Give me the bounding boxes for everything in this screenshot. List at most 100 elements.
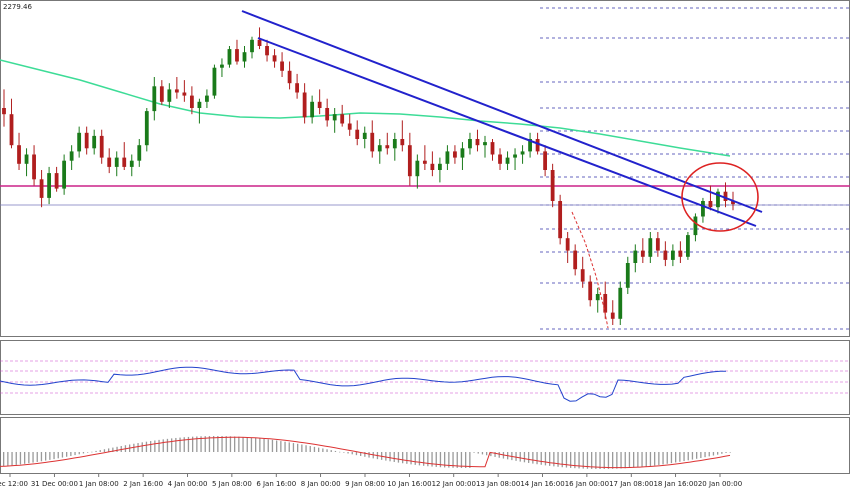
macd-bar bbox=[313, 446, 316, 452]
macd-bar bbox=[204, 436, 206, 452]
macd-bar bbox=[544, 452, 547, 466]
x-tick-label: 20 Jan 00:00 bbox=[698, 480, 742, 488]
candle-body bbox=[400, 139, 405, 146]
macd-bar bbox=[670, 452, 673, 464]
candle-body bbox=[422, 160, 427, 164]
macd-bar bbox=[158, 439, 160, 452]
candle-body bbox=[69, 151, 74, 161]
candle-body bbox=[114, 157, 119, 167]
candle-body bbox=[227, 49, 232, 65]
macd-bar bbox=[389, 452, 391, 462]
macd-bar bbox=[364, 452, 366, 457]
candle-body bbox=[99, 135, 104, 158]
macd-bar bbox=[675, 452, 677, 463]
candle-body bbox=[295, 83, 300, 93]
x-tick-label: 1 Jan 08:00 bbox=[79, 480, 119, 488]
macd-bar bbox=[679, 452, 681, 462]
candle-body bbox=[92, 135, 97, 149]
x-tick-label: 10 Jan 16:00 bbox=[387, 480, 431, 488]
candle-body bbox=[197, 101, 202, 108]
macd-bar bbox=[397, 452, 400, 463]
macd-bar bbox=[477, 452, 479, 454]
candle-body bbox=[558, 201, 563, 239]
candle-body bbox=[355, 129, 360, 139]
macd-bar bbox=[717, 452, 719, 455]
macd-bar bbox=[120, 445, 122, 452]
macd-bar bbox=[494, 452, 496, 457]
candle-body bbox=[287, 70, 292, 84]
macd-bar bbox=[145, 441, 148, 452]
candle-body bbox=[242, 52, 247, 62]
candle-body bbox=[483, 142, 487, 146]
macd-bar bbox=[280, 441, 282, 452]
macd-bar bbox=[729, 452, 731, 453]
candle-body bbox=[370, 132, 375, 152]
macd-bar bbox=[351, 452, 353, 455]
macd-bar bbox=[32, 452, 34, 463]
macd-panel-frame bbox=[0, 417, 850, 474]
instrument-text: 2279.46 bbox=[3, 3, 32, 11]
candle-body bbox=[550, 170, 555, 201]
candle-body bbox=[701, 201, 705, 217]
candle-body bbox=[24, 154, 29, 164]
candle-body bbox=[625, 263, 630, 288]
macd-bar bbox=[448, 452, 450, 468]
macd-bar bbox=[452, 452, 454, 468]
candle-body bbox=[430, 163, 435, 170]
macd-bar bbox=[612, 452, 614, 469]
macd-bar bbox=[536, 452, 538, 465]
candle-body bbox=[107, 157, 112, 167]
macd-bar bbox=[460, 452, 463, 468]
candle-body bbox=[460, 148, 465, 158]
candle-body bbox=[392, 139, 397, 149]
x-tick-label: 18 Jan 16:00 bbox=[653, 480, 697, 488]
candle-body bbox=[475, 139, 480, 146]
candle-body bbox=[588, 281, 593, 301]
macd-bar bbox=[213, 436, 215, 452]
x-tick-label: 5 Jan 08:00 bbox=[212, 480, 252, 488]
macd-bar bbox=[439, 452, 442, 468]
macd-bar bbox=[53, 452, 55, 460]
candle-body bbox=[513, 154, 517, 158]
candle-body bbox=[528, 139, 532, 152]
macd-bar bbox=[24, 452, 26, 464]
candle-body bbox=[595, 294, 600, 301]
macd-bar bbox=[355, 452, 358, 456]
macd-bar bbox=[103, 449, 106, 452]
candle-body bbox=[47, 173, 51, 198]
x-tick-label: 17 Jan 08:00 bbox=[609, 480, 653, 488]
macd-bar bbox=[208, 436, 211, 452]
macd-bar bbox=[637, 452, 639, 468]
macd-bar bbox=[712, 452, 715, 456]
macd-bar bbox=[108, 448, 110, 452]
candle-body bbox=[39, 179, 44, 198]
macd-bar bbox=[271, 439, 274, 452]
decline-guide-line bbox=[571, 211, 609, 329]
macd-bar bbox=[456, 452, 458, 468]
macd-bar bbox=[603, 452, 605, 469]
macd-bar bbox=[578, 452, 580, 469]
macd-bar bbox=[229, 436, 232, 452]
x-tick-label: Dec 12:00 bbox=[0, 480, 28, 488]
candle-body bbox=[272, 55, 277, 62]
x-tick-label: 12 Jan 00:00 bbox=[432, 480, 476, 488]
macd-bar bbox=[557, 452, 559, 467]
macd-bar bbox=[532, 452, 534, 464]
macd-bar bbox=[444, 452, 446, 468]
candle-body bbox=[693, 216, 698, 236]
candle-body bbox=[618, 287, 623, 319]
candle-body bbox=[17, 145, 21, 164]
candle-body bbox=[633, 250, 638, 263]
candle-body bbox=[250, 39, 254, 53]
candle-body bbox=[543, 151, 548, 170]
macd-bar bbox=[267, 439, 269, 452]
macd-bar bbox=[591, 452, 593, 469]
candle-body bbox=[159, 86, 164, 102]
macd-bar bbox=[469, 452, 471, 468]
candle-body bbox=[347, 123, 352, 130]
macd-bar bbox=[309, 446, 311, 452]
macd-bar bbox=[721, 452, 723, 454]
macd-bar bbox=[347, 452, 349, 454]
macd-bar bbox=[343, 452, 345, 453]
